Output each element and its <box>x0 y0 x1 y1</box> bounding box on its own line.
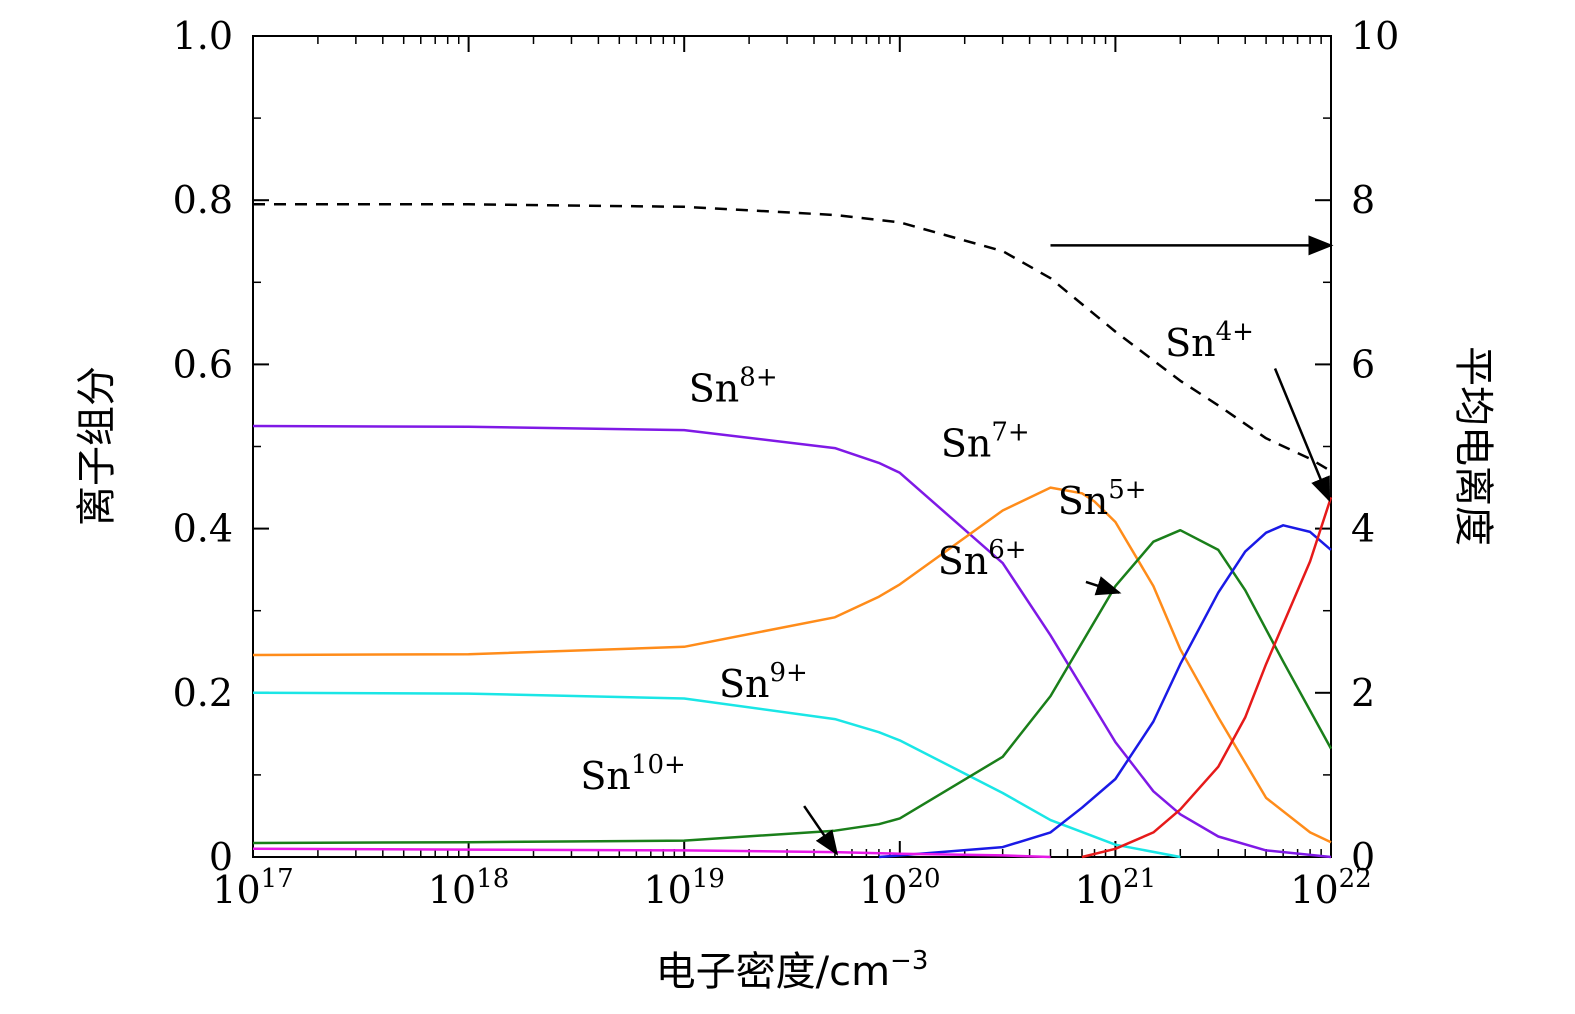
x-tick-label: 1022 <box>1290 864 1371 912</box>
series-label-sn5plus: Sn5+ <box>1058 475 1147 523</box>
y-right-tick-label: 0 <box>1351 835 1375 879</box>
y-right-tick-label: 10 <box>1351 14 1399 58</box>
x-axis-title-text: 电子密度/cm <box>656 949 890 995</box>
y-right-tick-label: 4 <box>1351 507 1375 551</box>
series-label-sn4plus: Sn4+ <box>1165 317 1254 365</box>
y-right-tick-label: 2 <box>1351 671 1375 715</box>
series-label-sn10plus: Sn10+ <box>580 750 685 798</box>
series-label-charge: 7+ <box>991 417 1029 447</box>
y-left-tick-label: 0.8 <box>173 178 233 222</box>
x-tick-base: 10 <box>212 868 260 912</box>
series-line-sn4plus <box>1081 497 1333 859</box>
series-label-base: Sn <box>580 754 631 798</box>
annotation-arrow <box>803 805 839 856</box>
series-label-sn6plus: Sn6+ <box>938 535 1027 583</box>
x-tick-label: 1020 <box>859 864 940 912</box>
y-left-tick-label: 1.0 <box>173 14 233 58</box>
series-label-charge: 8+ <box>739 362 777 392</box>
annotation-layer <box>803 235 1334 856</box>
x-tick-label: 1021 <box>1075 864 1156 912</box>
x-tick-label: 1019 <box>643 864 724 912</box>
x-tick-exponent: 20 <box>907 864 940 894</box>
series-label-base: Sn <box>719 662 770 706</box>
x-axis-title: 电子密度/cm−3 <box>656 946 929 995</box>
series-label-base: Sn <box>689 366 740 410</box>
series-label-charge: 10+ <box>631 750 686 780</box>
x-tick-base: 10 <box>1290 868 1338 912</box>
series-line-sn5plus <box>878 524 1332 859</box>
x-tick-exponent: 18 <box>476 864 509 894</box>
y-left-axis-title: 离子组分 <box>74 366 120 526</box>
annotation-arrow <box>1085 576 1122 596</box>
x-tick-exponent: 22 <box>1339 864 1372 894</box>
series-line-sn6plus <box>252 528 1333 845</box>
x-tick-exponent: 19 <box>692 864 725 894</box>
plot-frame <box>252 35 1332 858</box>
series-label-sn9plus: Sn9+ <box>719 658 808 706</box>
x-tick-base: 10 <box>428 868 476 912</box>
x-axis-title-exponent: −3 <box>890 946 928 976</box>
annotation-arrow <box>1273 368 1331 503</box>
x-tick-base: 10 <box>1075 868 1123 912</box>
series-label-base: Sn <box>1165 321 1216 365</box>
y-right-axis-title: 平均电离度 <box>1450 346 1496 546</box>
y-left-tick-label: 0 <box>209 835 233 879</box>
y-left-tick-label: 0.4 <box>173 507 233 551</box>
axes-layer: 1017 1018 1019 1020 1021 102200.20.40.60.81.0… <box>74 14 1496 995</box>
y-right-tick-label: 6 <box>1351 342 1375 386</box>
series-label-charge: 5+ <box>1108 475 1146 505</box>
series-label-sn7plus: Sn7+ <box>941 417 1030 465</box>
y-left-tick-label: 0.2 <box>173 671 233 715</box>
series-label-charge: 9+ <box>770 658 808 688</box>
series-line-mean-ionization <box>253 203 1332 473</box>
label-layer: Sn8+Sn7+Sn9+Sn6+Sn5+Sn4+Sn10+ <box>580 317 1254 798</box>
series-label-base: Sn <box>1058 479 1109 523</box>
y-right-tick-label: 8 <box>1351 178 1375 222</box>
series-line-sn9plus <box>252 691 1181 859</box>
series-label-sn8plus: Sn8+ <box>689 362 778 410</box>
x-tick-base: 10 <box>859 868 907 912</box>
series-line-sn8plus <box>252 424 1332 859</box>
series-label-base: Sn <box>938 539 989 583</box>
x-tick-exponent: 17 <box>261 864 294 894</box>
x-tick-label: 1018 <box>428 864 509 912</box>
x-tick-label: 1017 <box>212 864 293 912</box>
x-tick-exponent: 21 <box>1123 864 1156 894</box>
x-tick-base: 10 <box>643 868 691 912</box>
series-label-base: Sn <box>941 421 992 465</box>
series-label-charge: 4+ <box>1216 317 1254 347</box>
series-line-sn7plus <box>252 486 1332 844</box>
y-left-tick-label: 0.6 <box>173 342 233 386</box>
series-label-charge: 6+ <box>988 535 1026 565</box>
series-layer <box>252 203 1333 859</box>
